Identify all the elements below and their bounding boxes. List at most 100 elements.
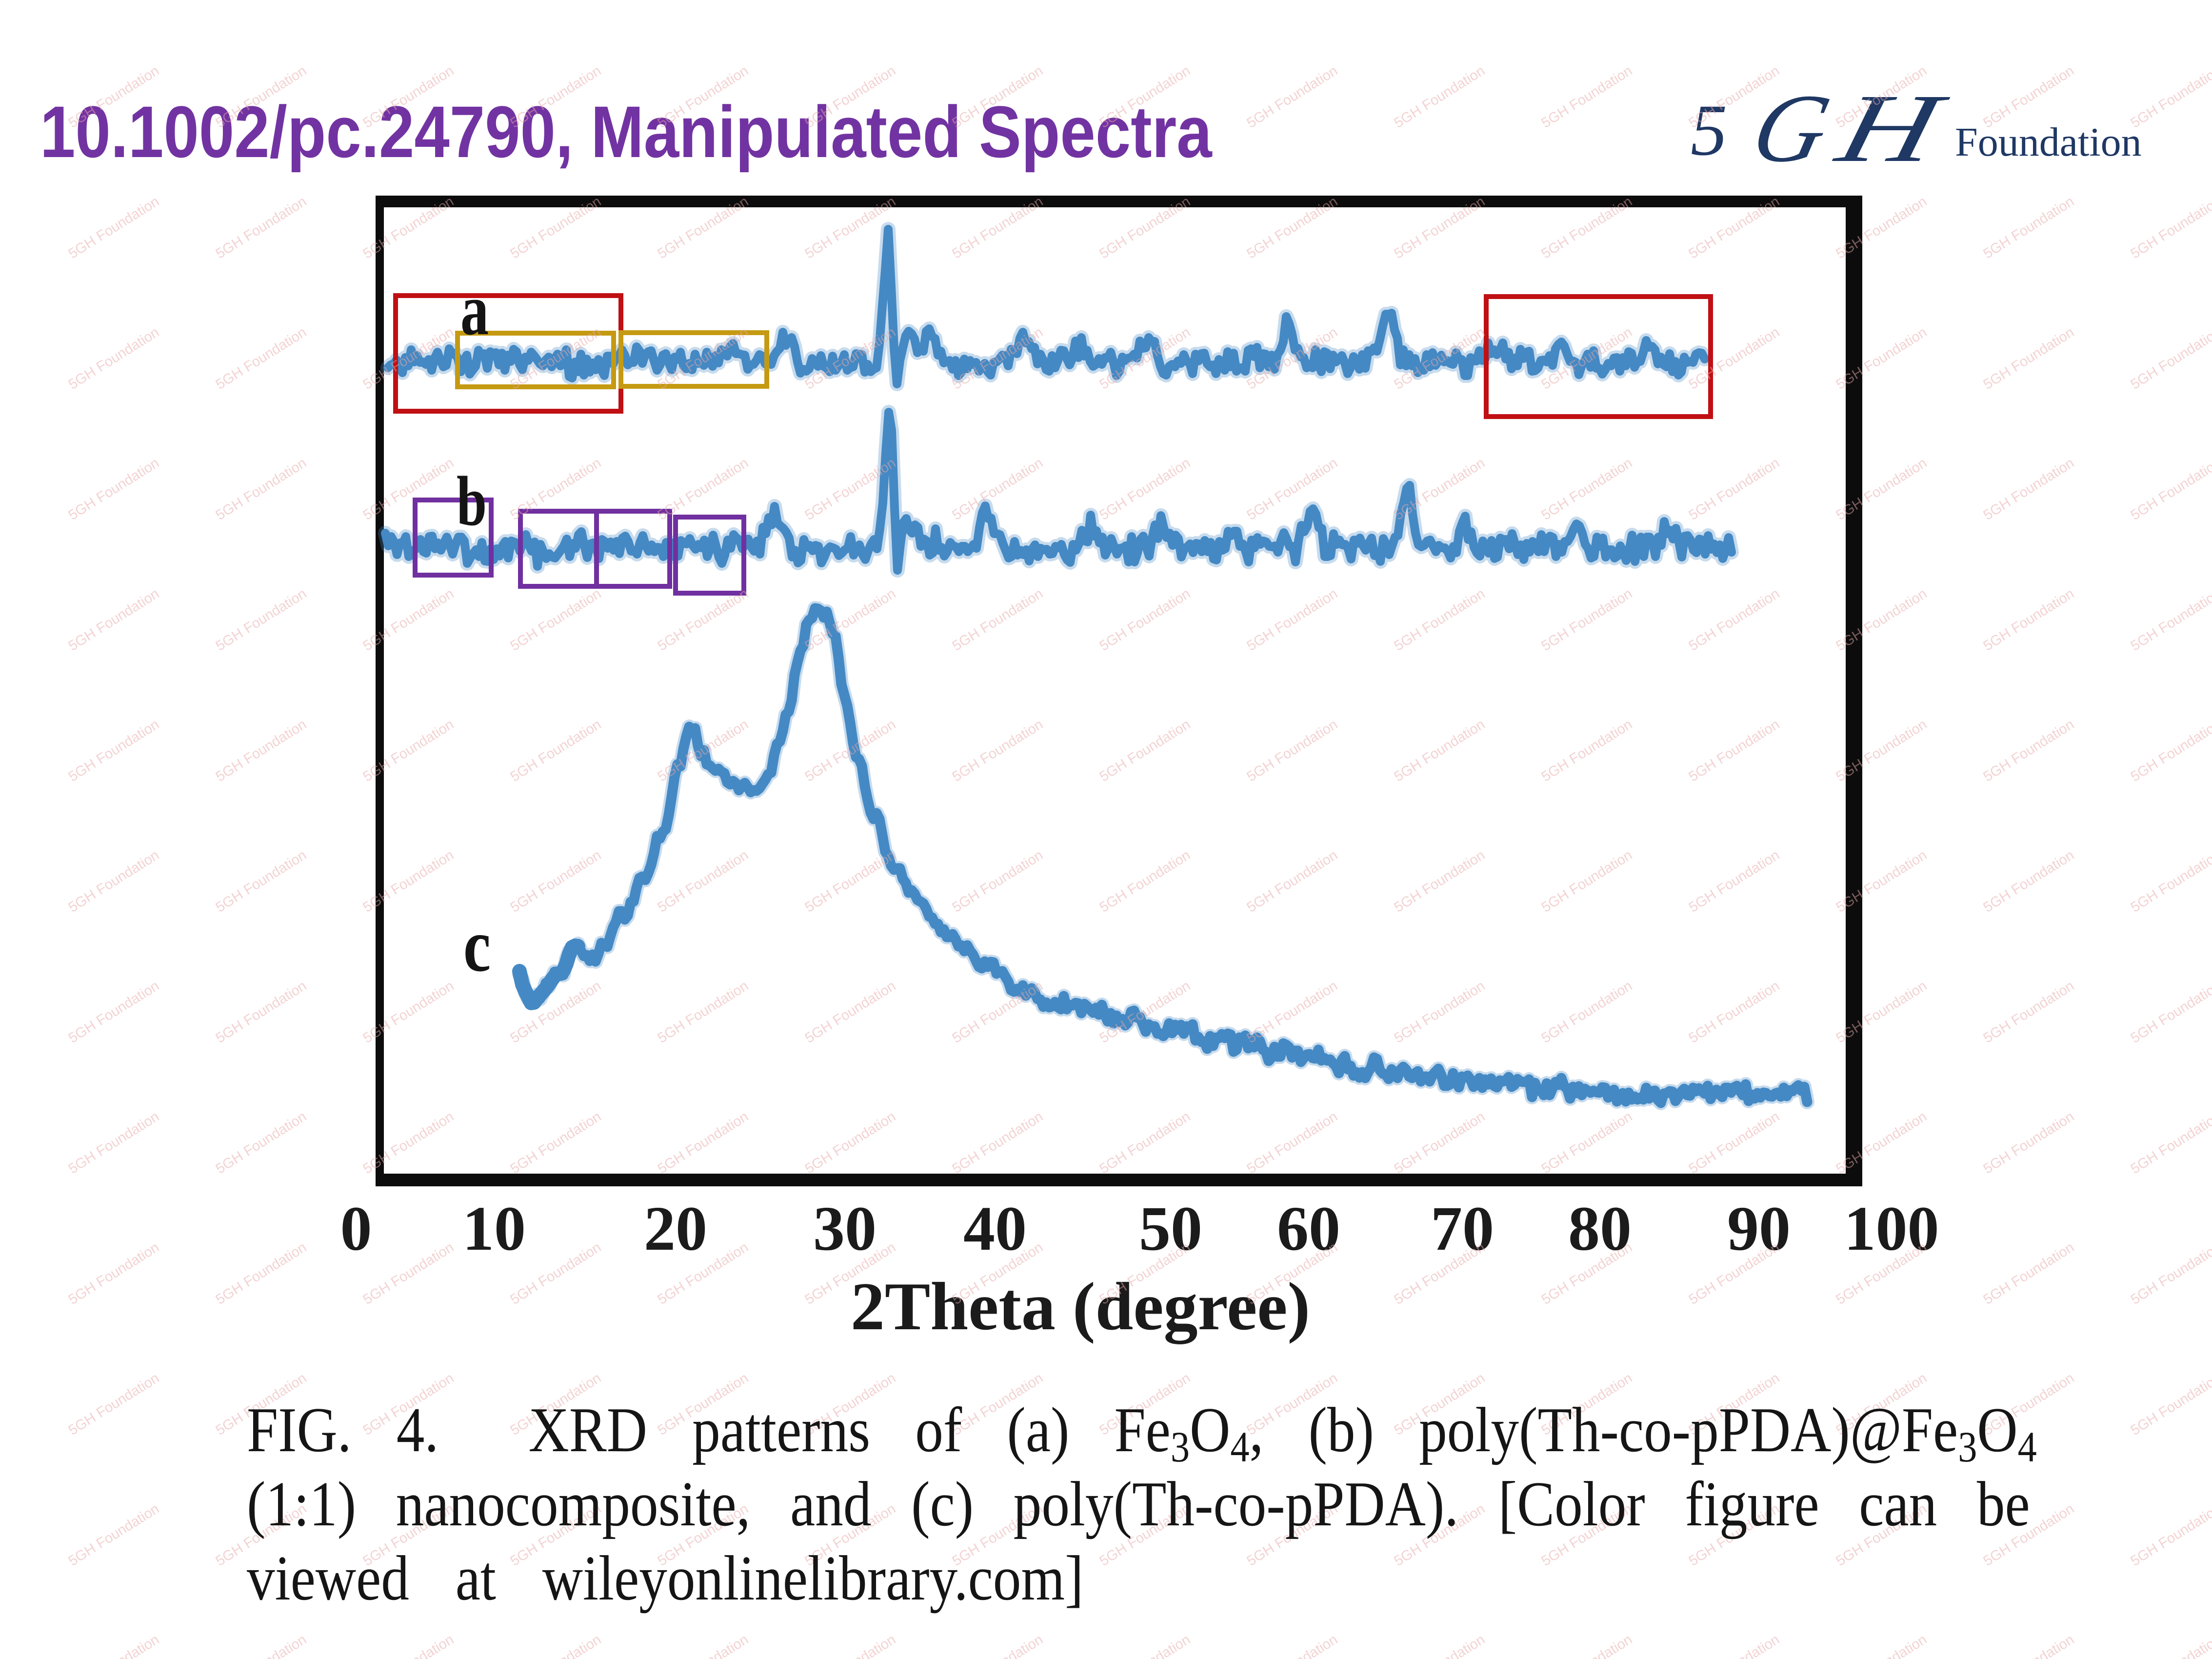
svg-text:b: b <box>457 462 487 540</box>
svg-text:5GH Foundation: 5GH Foundation <box>360 586 457 654</box>
svg-text:5GH Foundation: 5GH Foundation <box>2128 1109 2212 1177</box>
svg-text:5GH Foundation: 5GH Foundation <box>1539 1109 1635 1177</box>
svg-text:5GH Foundation: 5GH Foundation <box>1392 1632 1488 1659</box>
svg-text:5GH Foundation: 5GH Foundation <box>1981 847 2077 916</box>
svg-text:5GH Foundation: 5GH Foundation <box>655 1109 751 1177</box>
svg-text:5GH Foundation: 5GH Foundation <box>2128 1370 2212 1439</box>
svg-text:5GH Foundation: 5GH Foundation <box>655 978 751 1046</box>
svg-text:5GH Foundation: 5GH Foundation <box>950 978 1046 1046</box>
svg-text:5GH Foundation: 5GH Foundation <box>1244 717 1340 785</box>
svg-text:5GH Foundation: 5GH Foundation <box>2128 717 2212 785</box>
svg-text:5GH Foundation: 5GH Foundation <box>1981 586 2077 654</box>
svg-text:5GH Foundation: 5GH Foundation <box>2128 1632 2212 1659</box>
svg-text:5GH Foundation: 5GH Foundation <box>66 1370 162 1439</box>
svg-text:5GH Foundation: 5GH Foundation <box>213 1239 309 1308</box>
svg-text:5GH Foundation: 5GH Foundation <box>360 1239 457 1308</box>
svg-text:5GH Foundation: 5GH Foundation <box>213 194 309 262</box>
svg-text:5GH Foundation: 5GH Foundation <box>508 847 604 916</box>
svg-text:5GH Foundation: 5GH Foundation <box>1097 63 1193 131</box>
svg-text:5GH Foundation: 5GH Foundation <box>66 717 162 785</box>
svg-text:5GH Foundation: 5GH Foundation <box>1981 1239 2077 1308</box>
svg-text:5GH Foundation: 5GH Foundation <box>1097 586 1193 654</box>
svg-text:5GH Foundation: 5GH Foundation <box>1981 63 2077 131</box>
svg-text:5GH Foundation: 5GH Foundation <box>802 847 898 916</box>
svg-text:5GH Foundation: 5GH Foundation <box>2128 586 2212 654</box>
svg-text:5GH Foundation: 5GH Foundation <box>802 1109 898 1177</box>
svg-text:5GH Foundation: 5GH Foundation <box>1244 1109 1340 1177</box>
svg-text:5GH Foundation: 5GH Foundation <box>1686 717 1782 785</box>
svg-text:5GH Foundation: 5GH Foundation <box>950 1109 1046 1177</box>
svg-text:5GH Foundation: 5GH Foundation <box>2128 847 2212 916</box>
svg-text:5GH Foundation: 5GH Foundation <box>1981 324 2077 393</box>
svg-text:5GH Foundation: 5GH Foundation <box>1686 1109 1782 1177</box>
svg-text:5GH Foundation: 5GH Foundation <box>66 847 162 916</box>
svg-text:5GH Foundation: 5GH Foundation <box>213 586 309 654</box>
svg-text:5GH Foundation: 5GH Foundation <box>66 978 162 1046</box>
svg-text:5GH Foundation: 5GH Foundation <box>1981 1109 2077 1177</box>
svg-text:5GH Foundation: 5GH Foundation <box>213 978 309 1046</box>
svg-text:5GH Foundation: 5GH Foundation <box>66 63 162 131</box>
svg-text:5GH Foundation: 5GH Foundation <box>360 978 457 1046</box>
svg-text:5GH Foundation: 5GH Foundation <box>802 1632 898 1659</box>
svg-text:5GH Foundation: 5GH Foundation <box>213 1632 309 1659</box>
svg-text:5GH Foundation: 5GH Foundation <box>2128 455 2212 523</box>
svg-text:20: 20 <box>644 1194 707 1264</box>
svg-text:5GH Foundation: 5GH Foundation <box>2128 978 2212 1046</box>
svg-text:5GH Foundation: 5GH Foundation <box>213 455 309 523</box>
svg-text:5GH Foundation: 5GH Foundation <box>1539 717 1635 785</box>
svg-text:5GH Foundation: 5GH Foundation <box>66 1632 162 1659</box>
svg-text:90: 90 <box>1727 1194 1791 1264</box>
svg-text:5GH Foundation: 5GH Foundation <box>655 717 751 785</box>
svg-text:5GH Foundation: 5GH Foundation <box>1392 63 1488 131</box>
svg-text:10: 10 <box>462 1194 526 1264</box>
svg-text:5GH Foundation: 5GH Foundation <box>213 324 309 393</box>
svg-text:5GH Foundation: 5GH Foundation <box>1981 455 2077 523</box>
svg-text:5GH Foundation: 5GH Foundation <box>1686 1632 1782 1659</box>
svg-text:100: 100 <box>1844 1194 1939 1264</box>
svg-text:5GH Foundation: 5GH Foundation <box>213 1109 309 1177</box>
svg-text:70: 70 <box>1431 1194 1494 1264</box>
svg-text:5GH Foundation: 5GH Foundation <box>1244 455 1340 523</box>
svg-text:5GH Foundation: 5GH Foundation <box>1539 978 1635 1046</box>
svg-text:5GH Foundation: 5GH Foundation <box>950 847 1046 916</box>
svg-text:50: 50 <box>1139 1194 1202 1264</box>
svg-text:5GH Foundation: 5GH Foundation <box>213 63 309 131</box>
svg-text:5GH Foundation: 5GH Foundation <box>66 586 162 654</box>
svg-text:5GH Foundation: 5GH Foundation <box>2128 63 2212 131</box>
svg-text:5GH Foundation: 5GH Foundation <box>360 847 457 916</box>
svg-text:5GH Foundation: 5GH Foundation <box>1833 1632 1930 1659</box>
svg-text:5GH Foundation: 5GH Foundation <box>2128 324 2212 393</box>
svg-text:5GH Foundation: 5GH Foundation <box>1539 63 1635 131</box>
svg-text:5GH Foundation: 5GH Foundation <box>2128 1501 2212 1569</box>
svg-text:5GH Foundation: 5GH Foundation <box>66 324 162 393</box>
svg-text:5GH Foundation: 5GH Foundation <box>1392 1109 1488 1177</box>
svg-text:5GH Foundation: 5GH Foundation <box>213 717 309 785</box>
svg-text:5GH Foundation: 5GH Foundation <box>1097 847 1193 916</box>
svg-text:5GH Foundation: 5GH Foundation <box>950 717 1046 785</box>
svg-text:5GH Foundation: 5GH Foundation <box>655 63 751 131</box>
svg-text:5GH Foundation: 5GH Foundation <box>508 1109 604 1177</box>
svg-text:0: 0 <box>340 1194 372 1264</box>
svg-text:5GH Foundation: 5GH Foundation <box>508 717 604 785</box>
svg-text:5GH Foundation: 5GH Foundation <box>1097 1632 1193 1659</box>
svg-text:5GH Foundation: 5GH Foundation <box>1392 847 1488 916</box>
svg-text:5GH Foundation: 5GH Foundation <box>360 717 457 785</box>
svg-text:5GH Foundation: 5GH Foundation <box>1686 63 1782 131</box>
svg-text:5GH Foundation: 5GH Foundation <box>1097 717 1193 785</box>
svg-text:5GH Foundation: 5GH Foundation <box>360 1109 457 1177</box>
svg-text:5GH Foundation: 5GH Foundation <box>1392 586 1488 654</box>
svg-text:a: a <box>460 269 489 350</box>
svg-text:5GH Foundation: 5GH Foundation <box>655 455 751 523</box>
svg-text:5GH Foundation: 5GH Foundation <box>1833 63 1930 131</box>
svg-text:5GH Foundation: 5GH Foundation <box>1097 455 1193 523</box>
svg-text:30: 30 <box>813 1194 877 1264</box>
svg-text:5GH Foundation: 5GH Foundation <box>802 978 898 1046</box>
svg-text:5GH Foundation: 5GH Foundation <box>1244 63 1340 131</box>
svg-text:5GH Foundation: 5GH Foundation <box>950 455 1046 523</box>
svg-text:5GH Foundation: 5GH Foundation <box>802 63 898 131</box>
svg-text:5GH Foundation: 5GH Foundation <box>213 847 309 916</box>
svg-text:5GH Foundation: 5GH Foundation <box>1244 978 1340 1046</box>
svg-text:5GH Foundation: 5GH Foundation <box>655 586 751 654</box>
svg-text:5GH Foundation: 5GH Foundation <box>508 1632 604 1659</box>
svg-text:5GH Foundation: 5GH Foundation <box>1981 194 2077 262</box>
